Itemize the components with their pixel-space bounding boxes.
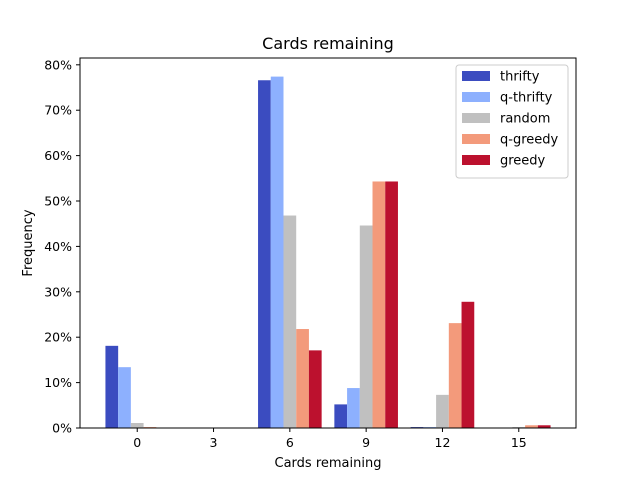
legend-label-q-greedy: q-greedy [500, 133, 559, 148]
x-tick-label: 3 [210, 435, 218, 450]
legend-swatch-random [462, 113, 490, 123]
plot-frame [79, 57, 577, 429]
y-tick-label: 0% [52, 421, 72, 436]
x-tick-label: 15 [511, 435, 527, 450]
y-tick-label: 70% [44, 103, 72, 118]
y-tick-label: 30% [44, 284, 72, 299]
x-tick-label: 9 [362, 435, 370, 450]
chart-title: Cards remaining [262, 34, 394, 53]
x-tick-label: 0 [133, 435, 141, 450]
legend-swatch-greedy [462, 155, 490, 165]
bar-q-greedy-6 [296, 329, 309, 428]
bar-random-6 [283, 215, 297, 428]
bar-q-thrifty-6 [270, 76, 284, 429]
bar-q-thrifty-9 [347, 388, 360, 428]
x-axis-label: Cards remaining [275, 456, 382, 471]
bar-q-thrifty-0 [118, 367, 131, 428]
y-tick-label: 20% [44, 330, 72, 345]
bar-random-9 [359, 225, 373, 428]
bar-greedy-9 [385, 181, 398, 428]
legend-label-greedy: greedy [500, 154, 546, 169]
x-tick-label: 12 [435, 435, 451, 450]
x-axis-ticks: 0 3 6 9 12 15 [133, 428, 527, 450]
bar-q-greedy-15 [525, 425, 538, 428]
legend: thrifty q-thrifty random q-greedy greedy [455, 64, 569, 179]
bar-greedy-6 [308, 350, 322, 428]
y-tick-label: 50% [44, 194, 72, 209]
legend-swatch-thrifty [462, 71, 490, 81]
y-tick-label: 10% [44, 375, 72, 390]
x-tick-label: 6 [286, 435, 294, 450]
legend-label-thrifty: thrifty [500, 70, 540, 85]
bar-random-12 [436, 394, 449, 428]
y-tick-label: 40% [44, 239, 72, 254]
legend-swatch-q-thrifty [462, 92, 490, 102]
bar-thrifty-9 [334, 404, 348, 428]
bar-thrifty-0 [105, 345, 119, 428]
bar-random-0 [130, 423, 144, 428]
bar-q-greedy-12 [448, 323, 462, 428]
legend-label-q-thrifty: q-thrifty [500, 91, 553, 106]
bar-thrifty-6 [258, 80, 271, 428]
legend-swatch-q-greedy [462, 134, 490, 144]
y-axis-ticks: 0% 10% 20% 30% 40% 50% 60% 70% 80% [44, 57, 80, 436]
bar-greedy-12 [461, 301, 475, 428]
y-axis-label: Frequency [21, 209, 36, 276]
y-tick-label: 80% [44, 57, 72, 72]
bar-q-greedy-9 [372, 181, 386, 428]
legend-label-random: random [500, 112, 550, 127]
bar-greedy-15 [537, 425, 551, 428]
y-tick-label: 60% [44, 148, 72, 163]
bars-group [105, 76, 551, 429]
